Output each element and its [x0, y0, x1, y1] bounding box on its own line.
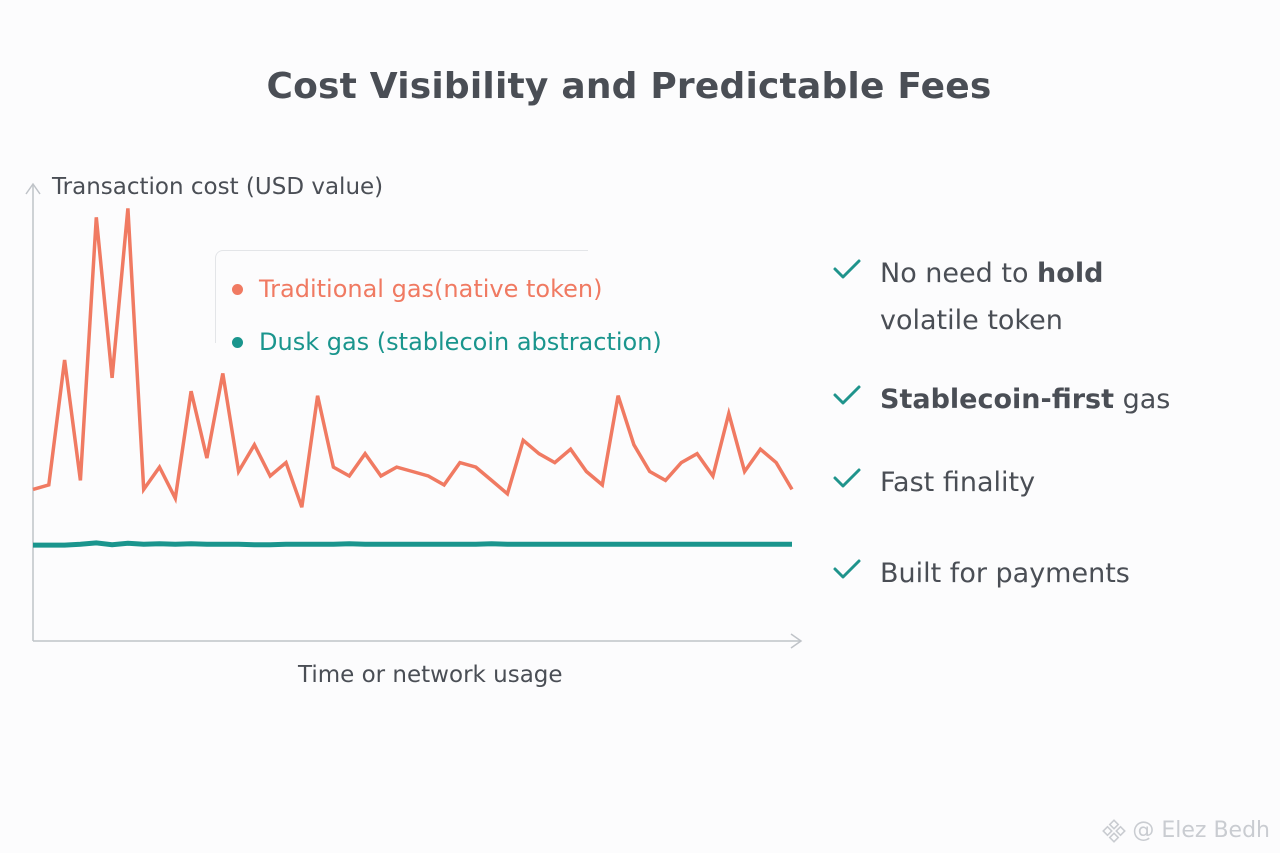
check-icon: [833, 559, 861, 579]
x-axis-label: Time or network usage: [298, 662, 563, 688]
x-axis-arrow-icon: [790, 633, 803, 649]
binance-logo-icon: [1102, 818, 1127, 843]
y-axis-label: Transaction cost (USD value): [52, 174, 384, 200]
watermark: @ Elez Bedh: [1102, 818, 1270, 843]
watermark-text: @ Elez Bedh: [1132, 818, 1270, 843]
legend-label-traditional: Traditional gas(native token): [259, 275, 603, 303]
legend-label-dusk: Dusk gas (stablecoin abstraction): [259, 328, 662, 356]
y-axis: [25, 182, 41, 641]
benefit-item: No need to hold volatile token: [832, 250, 1103, 344]
series-line-traditional-gas: [32, 208, 794, 508]
benefit-text: No need to hold volatile token: [880, 250, 1103, 344]
legend-item-traditional: Traditional gas(native token): [232, 275, 602, 303]
legend: Traditional gas(native token) Dusk gas (…: [215, 250, 662, 356]
legend-dot-traditional: [232, 283, 243, 295]
benefit-item: Stablecoin-first gas: [832, 376, 1170, 423]
check-icon: [833, 385, 861, 405]
benefit-text-part: gas: [1114, 384, 1171, 415]
benefit-text-line2: volatile token: [880, 305, 1063, 336]
benefit-text-part: No need to: [880, 258, 1038, 289]
series-line-dusk-gas: [33, 540, 792, 548]
check-icon: [833, 259, 861, 279]
benefit-text-bold: Stablecoin-first: [880, 384, 1115, 415]
page-title: Cost Visibility and Predictable Fees: [266, 66, 992, 107]
benefit-text: Stablecoin-first gas: [880, 376, 1170, 423]
benefit-text-bold: hold: [1037, 258, 1104, 289]
y-axis-arrow-icon: [25, 182, 41, 195]
x-axis: [33, 633, 803, 649]
benefit-item: Built for payments: [832, 550, 1130, 597]
check-icon: [833, 468, 861, 488]
benefit-item: Fast finality: [832, 459, 1035, 506]
benefit-text: Built for payments: [880, 558, 1130, 589]
legend-item-dusk: Dusk gas (stablecoin abstraction): [232, 328, 662, 356]
legend-dot-dusk: [232, 336, 243, 348]
series-layer: [32, 208, 794, 548]
benefit-text: Fast finality: [880, 467, 1036, 498]
